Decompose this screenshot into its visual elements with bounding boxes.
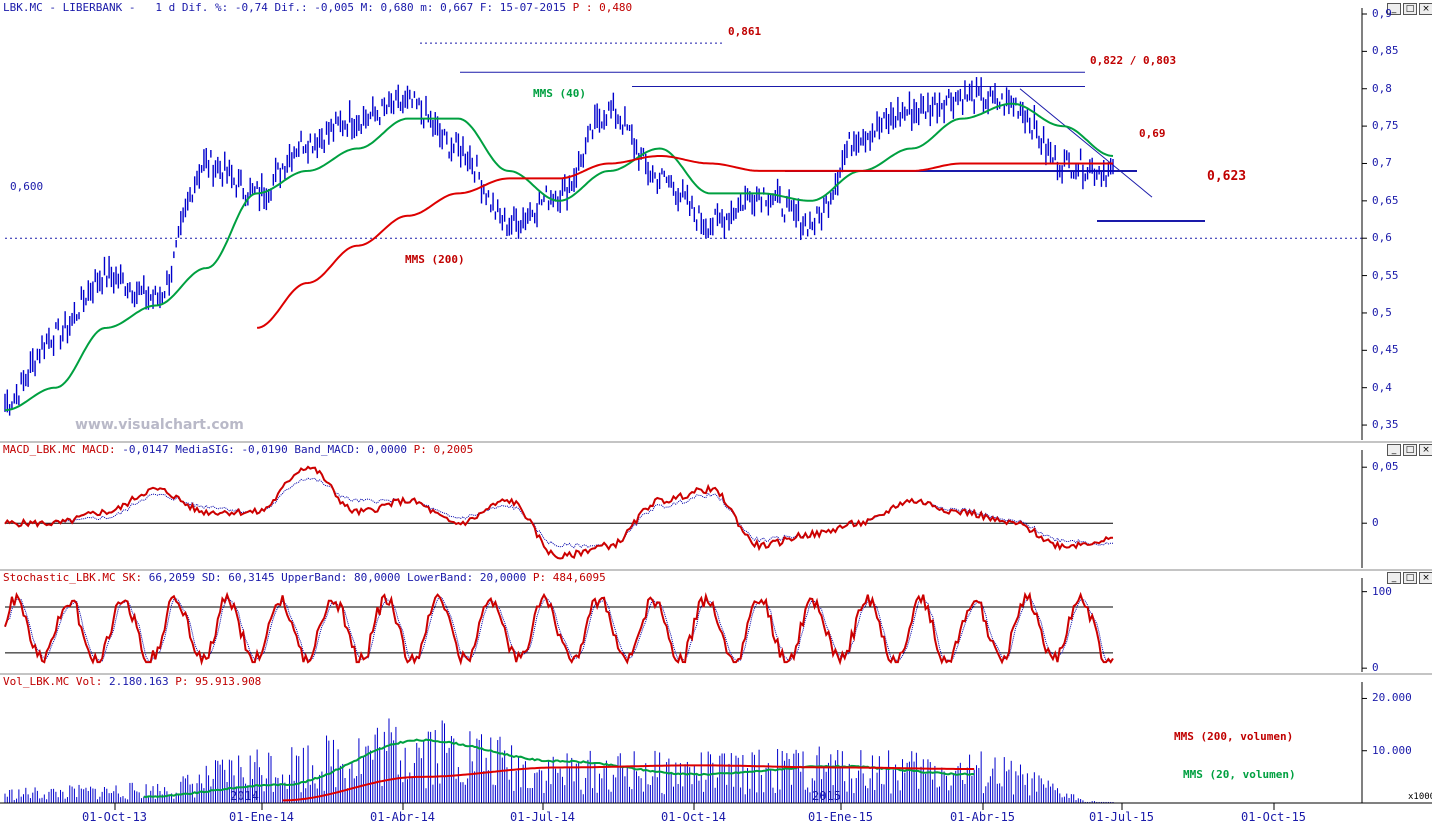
price-y-tick-label: 0,4: [1372, 380, 1392, 394]
stoch-sk-label: SK:: [115, 571, 149, 584]
vol-p: P: 95.913.908: [168, 675, 262, 688]
vol-y-tick-label: 20.000: [1372, 691, 1412, 705]
price-window-buttons: _ □ ×: [1387, 3, 1432, 15]
price-y-tick-label: 0,6: [1372, 231, 1392, 245]
price-p-value: P : 0,480: [572, 1, 633, 14]
x-tick-label: 01-Oct-14: [661, 810, 727, 824]
stoch-y-tick-label: 0: [1372, 661, 1379, 675]
ticker-label: LBK.MC: [3, 1, 43, 14]
stoch-sd-label: SD:: [195, 571, 229, 584]
close-icon[interactable]: ×: [1419, 444, 1432, 456]
stoch-sd-value: 60,3145: [228, 571, 275, 584]
macd-band-value: 0,0000: [367, 443, 408, 456]
level-623-label: 0,623: [1207, 169, 1247, 184]
mms20-vol-label: MMS (20, volumen): [1183, 768, 1296, 781]
stoch-ub-label: UpperBand:: [274, 571, 355, 584]
close-icon[interactable]: ×: [1419, 572, 1432, 584]
price-y-tick-label: 0,65: [1372, 193, 1399, 207]
macd-header: MACD_LBK.MC MACD: -0,0147 MediaSIG: -0,0…: [3, 443, 473, 456]
price-panel: [4, 42, 1362, 416]
stoch-ub-value: 80,0000: [354, 571, 401, 584]
price-y-tick-label: 0,85: [1372, 44, 1399, 58]
price-y-tick-label: 0,5: [1372, 305, 1392, 319]
mms200-label: MMS (200): [405, 253, 465, 266]
x-tick-label: 01-Ene-15: [808, 810, 874, 824]
price-stats: - 1 d Dif. %: -0,74 Dif.: -0,005 M: 0,68…: [122, 1, 573, 14]
vol-label: Vol:: [69, 675, 109, 688]
watermark: www.visualchart.com: [75, 417, 244, 433]
mms40-label: MMS (40): [533, 87, 586, 100]
macd-signal-line: [4, 477, 1113, 549]
macd-y-tick-label: 0,05: [1372, 460, 1399, 474]
minimize-icon[interactable]: _: [1387, 572, 1401, 584]
stoch-p: P: 484,6095: [526, 571, 606, 584]
x-tick-label: 01-Abr-15: [950, 810, 1016, 824]
year-2014-label: 2014: [230, 789, 259, 803]
mms200-line: [256, 155, 1113, 329]
vol-header: Vol_LBK.MC Vol: 2.180.163 P: 95.913.908: [3, 675, 261, 688]
vol-y-tick-label: 10.000: [1372, 743, 1412, 757]
x-tick-label: 01-Oct-15: [1241, 810, 1307, 824]
stoch-sk-line: [4, 591, 1114, 666]
level-69-label: 0,69: [1139, 127, 1166, 140]
stochastic-panel: [4, 591, 1114, 666]
x-tick-label: 01-Oct-13: [82, 810, 148, 824]
stoch-lb-label: LowerBand:: [400, 571, 480, 584]
vol-mms200-line: [282, 764, 975, 802]
close-icon[interactable]: ×: [1419, 3, 1432, 15]
minimize-icon[interactable]: _: [1387, 3, 1401, 15]
level-600-label: 0,600: [10, 180, 44, 193]
macd-p: P: 0,2005: [407, 443, 474, 456]
macd-band-label: Band_MACD:: [287, 443, 368, 456]
maximize-icon[interactable]: □: [1403, 572, 1417, 584]
stoch-sk-value: 66,2059: [148, 571, 196, 584]
macd-sig-label: MediaSIG:: [168, 443, 242, 456]
stoch-sd-line: [4, 595, 1114, 663]
maximize-icon[interactable]: □: [1403, 444, 1417, 456]
price-y-tick-label: 0,55: [1372, 268, 1399, 282]
maximize-icon[interactable]: □: [1403, 3, 1417, 15]
macd-line: [4, 465, 1114, 560]
mms200-vol-label: MMS (200, volumen): [1174, 730, 1294, 743]
x-tick-label: 01-Jul-14: [510, 810, 576, 824]
vol-value: 2.180.163: [108, 675, 169, 688]
level-861-label: 0,861: [728, 25, 762, 38]
price-header: LBK.MC - LIBERBANK - 1 d Dif. %: -0,74 D…: [3, 1, 632, 14]
macd-name: MACD_LBK.MC: [3, 443, 76, 456]
vol-name: Vol_LBK.MC: [3, 675, 70, 688]
trend-line: [1019, 88, 1153, 198]
volume-panel: [4, 718, 1114, 803]
price-y-tick-label: 0,35: [1372, 418, 1399, 432]
stoch-name: Stochastic_LBK.MC: [3, 571, 116, 584]
macd-sig-value: -0,0190: [241, 443, 288, 456]
price-y-tick-label: 0,45: [1372, 343, 1399, 357]
mms40-line: [4, 102, 1114, 412]
macd-value: -0,0147: [122, 443, 169, 456]
macd-panel: [4, 465, 1114, 560]
price-y-tick-label: 0,75: [1372, 119, 1399, 133]
price-y-tick-label: 0,8: [1372, 81, 1392, 95]
macd-y-tick-label: 0: [1372, 516, 1379, 530]
stoch-y-tick-label: 100: [1372, 584, 1392, 598]
price-y-tick-label: 0,9: [1372, 7, 1392, 20]
axes: [0, 8, 1432, 810]
macd-window-buttons: _ □ ×: [1387, 444, 1432, 456]
level-822-label: 0,822 / 0,803: [1090, 54, 1177, 67]
company-name: LIBERBANK: [62, 1, 123, 14]
price-y-tick-label: 0,7: [1372, 156, 1392, 170]
minimize-icon[interactable]: _: [1387, 444, 1401, 456]
x-tick-label: 01-Ene-14: [229, 810, 295, 824]
x-tick-label: 01-Abr-14: [370, 810, 436, 824]
stoch-header: Stochastic_LBK.MC SK: 66,2059 SD: 60,314…: [3, 571, 606, 584]
macd-label: MACD:: [75, 443, 123, 456]
year-2015-label: 2015: [812, 789, 841, 803]
stoch-window-buttons: _ □ ×: [1387, 572, 1432, 584]
header-sep: -: [42, 1, 63, 14]
stoch-lb-value: 20,0000: [479, 571, 527, 584]
x-tick-label: 01-Jul-15: [1089, 810, 1155, 824]
